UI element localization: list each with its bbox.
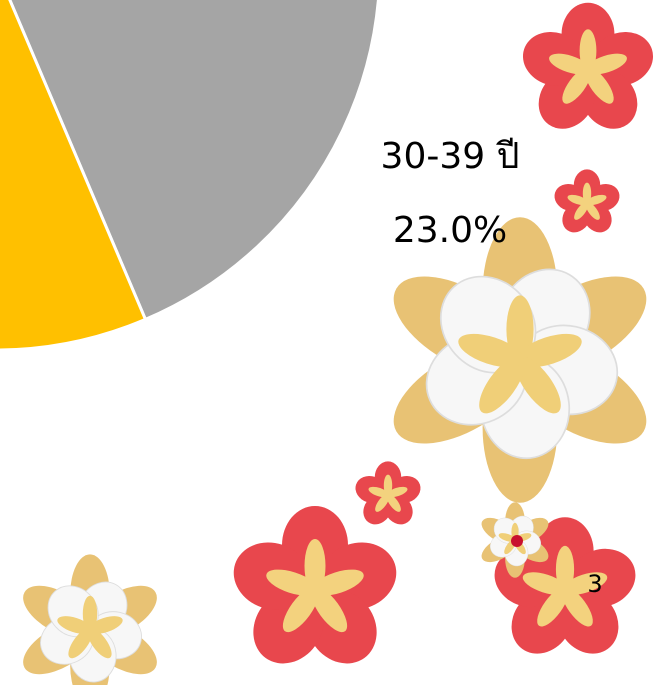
pie-slice (0, 0, 148, 352)
value-label: 23.0% (393, 210, 507, 251)
pie-slice (8, 0, 380, 322)
pie-chart (0, 0, 380, 352)
page-number: 3 (587, 570, 602, 598)
flower-decoration (14, 2, 654, 685)
category-label: 30-39 ปี (381, 136, 520, 177)
